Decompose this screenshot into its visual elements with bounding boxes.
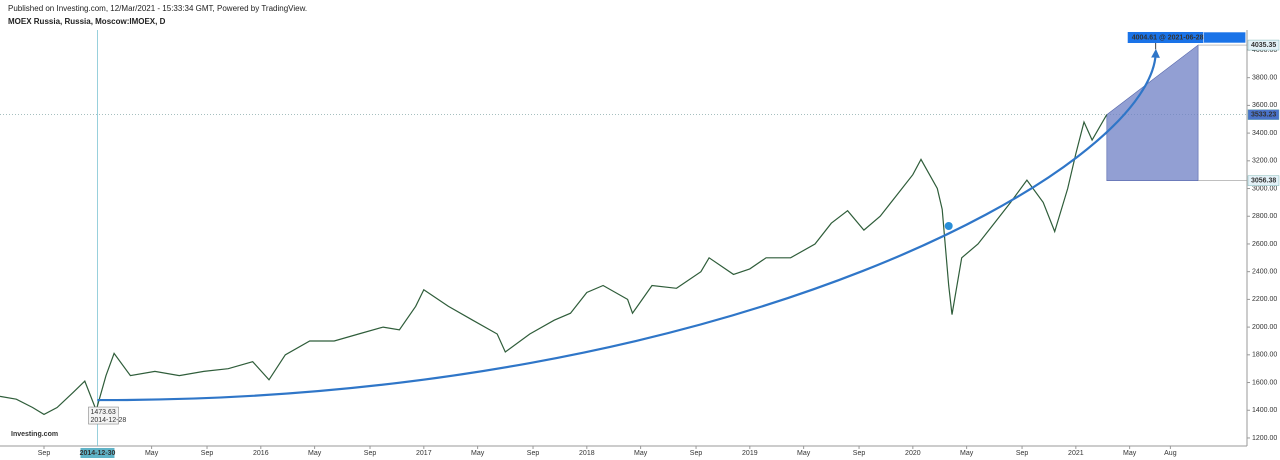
last-price-label: 3533.23 xyxy=(1251,111,1276,118)
y-tick-label: 2800.00 xyxy=(1252,213,1277,220)
y-tick-label: 1600.00 xyxy=(1252,379,1277,386)
last-price-label-bg xyxy=(1247,109,1280,120)
x-tick-label: May xyxy=(797,450,811,457)
trend-label-box xyxy=(1203,31,1247,44)
x-tick-label: Sep xyxy=(527,450,540,457)
event-marker xyxy=(944,222,953,230)
y-tick-label: 2600.00 xyxy=(1252,241,1277,248)
x-tick-label: May xyxy=(471,450,485,457)
x-tick-label: Sep xyxy=(853,450,866,457)
symbol-title: MOEX Russia, Russia, Moscow:IMOEX, D xyxy=(8,17,166,26)
trend-curve xyxy=(97,48,1160,402)
x-tick-label: 2017 xyxy=(416,450,432,457)
y-tick-label: 3800.00 xyxy=(1252,75,1277,82)
crosshair-date: 2014-12-28 xyxy=(90,417,126,424)
base-price-label: 3056.38 xyxy=(1251,178,1276,185)
x-tick-label: May xyxy=(145,450,159,457)
y-tick-label: 3200.00 xyxy=(1252,158,1277,165)
logo: Investing.com xyxy=(11,431,58,438)
x-tick-label: 2020 xyxy=(905,450,921,457)
base-price-label-bg xyxy=(1247,175,1280,186)
y-tick-label: 2000.00 xyxy=(1252,324,1277,331)
x-tick-label: Sep xyxy=(690,450,703,457)
x-tick-label: May xyxy=(308,450,322,457)
y-tick-label: 1400.00 xyxy=(1252,407,1277,414)
x-tick-label: May xyxy=(1123,450,1137,457)
x-tick-label: Sep xyxy=(38,450,51,457)
x-tick-label: Sep xyxy=(364,450,377,457)
y-tick-label: 2400.00 xyxy=(1252,269,1277,276)
x-tick-label: 2018 xyxy=(579,450,595,457)
y-tick-label: 2200.00 xyxy=(1252,296,1277,303)
crosshair-tooltip-bg xyxy=(88,406,119,425)
crosshair-x-label-bg xyxy=(80,448,115,458)
x-tick-label: Sep xyxy=(1016,450,1029,457)
x-tick-label: 2021 xyxy=(1068,450,1084,457)
x-tick-label: May xyxy=(634,450,648,457)
target-price-label: 4035.35 xyxy=(1251,42,1276,49)
target-price-label-bg xyxy=(1247,39,1280,51)
y-tick-label: 3000.00 xyxy=(1252,185,1277,192)
y-tick-label: 1800.00 xyxy=(1252,352,1277,359)
published-note: Published on Investing.com, 12/Mar/2021 … xyxy=(8,4,307,13)
y-tick-label: 1200.00 xyxy=(1252,435,1277,442)
x-tick-label: 2016 xyxy=(253,450,269,457)
x-tick-label: Aug xyxy=(1164,450,1177,457)
trend-label: 4004.61 @ 2021-06-28 xyxy=(1132,34,1204,41)
y-tick-label: 3600.00 xyxy=(1252,102,1277,109)
trend-label-bg xyxy=(1127,32,1246,43)
x-tick-label: May xyxy=(960,450,974,457)
crosshair-x-label: 2014-12-30 xyxy=(80,450,116,457)
x-tick-label: 2019 xyxy=(742,450,758,457)
y-tick-label: 3400.00 xyxy=(1252,130,1277,137)
y-tick-label: 4000.00 xyxy=(1252,47,1277,54)
x-tick-label: Sep xyxy=(201,450,214,457)
crosshair-value: 1473.63 xyxy=(90,409,115,416)
price-line xyxy=(0,114,1108,416)
